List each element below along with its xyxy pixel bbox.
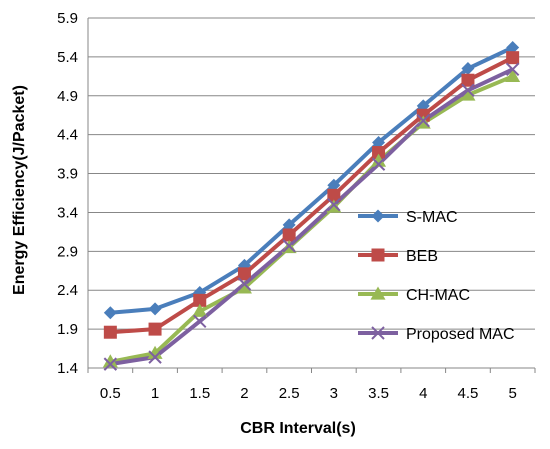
data-point-beb [237,267,251,281]
x-tick-labels: 0.5 1 1.5 2 2.5 3 3.5 4 4.5 5 [100,385,517,402]
y-tick-label: 5.4 [57,49,78,66]
data-point-proposed-mac [103,357,118,371]
y-tick-label: 1.9 [57,321,78,338]
data-point-ch-mac [147,345,163,359]
data-point-beb [372,146,386,160]
data-point-proposed-mac [193,314,207,329]
data-point-ch-mac [371,153,387,167]
data-point-s-mac [282,218,296,232]
data-point-s-mac [327,178,341,192]
data-point-ch-mac [505,68,521,82]
data-point-beb [282,228,296,242]
data-point-beb [506,51,520,65]
x-tick-label: 4 [419,385,427,402]
y-axis-title: Energy Efficiency(J/Packet) [11,85,28,295]
data-point-beb [327,188,341,202]
series-markers [102,41,521,371]
data-point-ch-mac [192,303,208,317]
data-point-proposed-mac [416,113,430,128]
data-point-proposed-mac [461,83,475,98]
data-point-proposed-mac [327,197,341,212]
y-tick-label: 5.9 [57,10,78,27]
legend-label-proposed-mac: Proposed MAC [406,326,515,343]
y-tick-label: 2.9 [57,243,78,260]
data-point-ch-mac [102,354,118,368]
y-tick-labels: 1.4 1.9 2.4 2.9 3.4 3.9 4.4 4.9 5.4 5.9 [57,10,78,377]
series-lines [109,45,514,367]
data-point-beb [148,322,162,336]
x-tick-label: 2 [240,385,248,402]
data-point-proposed-mac [237,277,252,291]
y-tick-label: 1.4 [57,360,78,377]
data-point-beb [461,73,475,87]
legend-label-beb: BEB [406,248,438,265]
data-point-ch-mac [236,280,252,294]
data-point-proposed-mac [371,326,385,340]
data-point-proposed-mac [282,239,296,253]
series-line-proposed-mac [110,67,514,367]
x-tick-label: 3.5 [368,385,389,402]
data-point-s-mac [371,209,385,223]
data-point-proposed-mac [371,157,386,171]
data-point-beb [103,325,117,339]
data-point-proposed-mac [148,350,162,364]
data-point-beb [371,248,385,262]
y-tick-label: 4.9 [57,88,78,105]
y-tick-label: 4.4 [57,127,78,144]
y-tick-label: 3.4 [57,204,78,221]
data-point-s-mac [461,62,475,76]
x-tick-label: 2.5 [279,385,300,402]
series-line-beb [110,55,514,335]
data-point-s-mac [372,135,386,149]
data-point-ch-mac [370,286,386,300]
x-axis-title: CBR Interval(s) [240,420,356,437]
legend-label-ch-mac: CH-MAC [406,287,470,304]
data-point-proposed-mac [505,62,520,77]
data-point-ch-mac [460,87,476,101]
x-tick-label: 4.5 [458,385,479,402]
series-line-s-mac [110,45,514,315]
legend-label-s-mac: S-MAC [406,209,458,226]
x-tick-label: 5 [508,385,516,402]
data-point-s-mac [103,306,117,320]
y-tick-label: 3.9 [57,166,78,183]
data-point-s-mac [506,41,520,55]
x-tick-label: 1 [151,385,159,402]
axes [87,18,536,373]
data-point-beb [193,293,207,307]
x-tick-label: 1.5 [189,385,210,402]
gridlines [88,17,535,369]
y-tick-label: 2.4 [57,282,78,299]
x-tick-label: 0.5 [100,385,121,402]
legend: S-MAC BEB CH-MAC Proposed MAC [358,209,515,343]
data-point-s-mac [148,302,162,316]
x-tick-label: 3 [330,385,338,402]
